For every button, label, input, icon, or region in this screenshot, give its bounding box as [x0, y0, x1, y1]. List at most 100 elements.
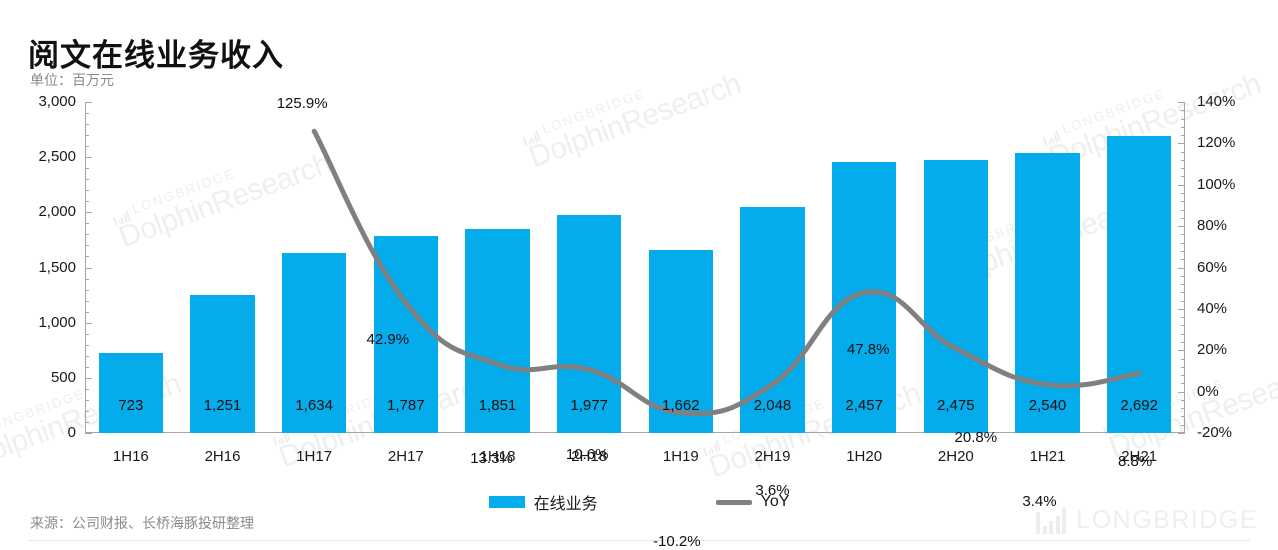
right-axis-tick-label: 80% — [1197, 217, 1228, 235]
axis-tick-minor — [85, 410, 89, 412]
axis-tick-major — [85, 157, 92, 159]
axis-tick-minor — [85, 388, 89, 390]
axis-tick-minor — [85, 234, 89, 236]
left-axis-tick-label: 1,500 — [38, 258, 76, 276]
chart-legend: 在线业务 YoY — [0, 490, 1278, 514]
axis-tick-major — [85, 433, 92, 434]
axis-tick-major — [1178, 102, 1185, 103]
axis-tick-minor — [1181, 201, 1185, 203]
axis-tick-minor — [85, 223, 89, 225]
left-axis-tick-label: 500 — [50, 368, 76, 386]
axis-tick-minor — [1181, 383, 1185, 385]
x-axis-tick-label: 1H19 — [662, 448, 699, 465]
chart-subtitle: 单位：百万元 — [30, 72, 114, 88]
right-axis-tick-label: 100% — [1197, 175, 1236, 193]
legend-item[interactable]: 在线业务 — [488, 490, 598, 514]
axis-tick-minor — [1181, 259, 1185, 261]
x-axis-tick-label: 1H17 — [296, 448, 333, 465]
axis-tick-minor — [85, 421, 89, 423]
right-axis-tick-label: -20% — [1197, 424, 1233, 441]
axis-tick-minor — [85, 289, 89, 291]
axis-tick-minor — [1181, 151, 1185, 153]
bar-value-label: 723 — [118, 397, 144, 414]
yoy-value-label: 3.4% — [1022, 492, 1057, 510]
yoy-value-label: 8.8% — [1118, 453, 1153, 471]
bar-value-label: 1,977 — [570, 397, 608, 414]
axis-tick-minor — [85, 124, 89, 126]
yoy-value-label: -10.2% — [653, 532, 701, 550]
axis-tick-minor — [1181, 250, 1185, 252]
axis-tick-minor — [1181, 275, 1185, 277]
right-axis-tick-label: 0% — [1197, 382, 1219, 400]
x-axis-tick-label: 2H17 — [387, 448, 424, 465]
bar-value-label: 2,048 — [753, 397, 792, 414]
bar-value-label: 1,851 — [478, 397, 517, 414]
legend-item[interactable]: YoY — [715, 493, 790, 511]
axis-tick-minor — [1181, 126, 1185, 128]
bar — [923, 159, 988, 433]
left-axis-tick-label: 2,000 — [38, 203, 76, 221]
axis-tick-minor — [1181, 358, 1185, 360]
axis-tick-minor — [85, 168, 89, 170]
axis-tick-minor — [85, 355, 89, 357]
axis-tick-minor — [1181, 168, 1185, 170]
axis-tick-minor — [1181, 193, 1185, 195]
axis-tick-minor — [85, 256, 89, 258]
yoy-value-label: 125.9% — [276, 95, 328, 113]
axis-tick-minor — [1181, 242, 1185, 244]
right-axis-tick-label: 20% — [1197, 341, 1228, 359]
axis-tick-minor — [1181, 300, 1185, 302]
axis-tick-major — [85, 377, 92, 379]
axis-tick-minor — [1181, 399, 1185, 401]
x-axis-tick-label: 1H20 — [846, 448, 883, 465]
axis-tick-minor — [1181, 292, 1185, 294]
longbridge-logo: LONGBRIDGE — [1036, 506, 1258, 535]
yoy-value-label: 47.8% — [846, 340, 890, 358]
axis-tick-major — [85, 322, 92, 324]
yoy-value-label: 3.6% — [755, 482, 790, 500]
axis-tick-minor — [85, 245, 89, 247]
yoy-value-label: 10.6% — [565, 445, 609, 463]
axis-tick-minor — [1181, 424, 1185, 426]
legend-bar-swatch-icon — [488, 496, 525, 508]
x-axis-tick-label: 2H21 — [1121, 448, 1158, 465]
bar-value-label: 1,662 — [662, 397, 700, 414]
legend-label: 在线业务 — [533, 496, 598, 513]
chart-title: 阅文在线业务收入 — [28, 38, 284, 73]
axis-tick-minor — [85, 135, 89, 137]
axis-tick-minor — [1181, 416, 1185, 418]
axis-tick-major — [1178, 226, 1185, 228]
axis-tick-minor — [1181, 375, 1185, 377]
x-axis-tick-label: 1H18 — [479, 448, 516, 465]
axis-tick-major — [1178, 267, 1185, 269]
source-note: 来源：公司财报、长桥海豚投研整理 — [30, 515, 254, 531]
bar — [1015, 152, 1080, 433]
axis-tick-minor — [1181, 325, 1185, 327]
axis-tick-minor — [85, 146, 89, 148]
x-axis-tick-label: 2H18 — [571, 448, 608, 465]
bar — [190, 294, 255, 433]
x-axis-tick-label: 2H16 — [204, 448, 241, 465]
axis-tick-minor — [1181, 135, 1185, 137]
axis-tick-minor — [1181, 366, 1185, 368]
axis-tick-minor — [1181, 284, 1185, 286]
bar-value-label: 2,457 — [845, 397, 883, 414]
bar — [1107, 135, 1172, 433]
bar-value-label: 1,251 — [203, 397, 242, 414]
footer-divider — [28, 540, 1250, 541]
legend-label: YoY — [760, 493, 790, 510]
bar-value-label: 2,475 — [937, 397, 975, 414]
right-axis-tick-label: 60% — [1197, 258, 1228, 276]
x-axis-tick-label: 2H20 — [937, 448, 974, 465]
axis-tick-minor — [85, 179, 89, 181]
x-axis-tick-label: 1H16 — [112, 448, 149, 465]
x-axis-tick-label: 1H21 — [1029, 448, 1066, 465]
axis-tick-minor — [85, 113, 89, 115]
yoy-value-label: 13.3% — [470, 450, 513, 468]
x-axis-line — [85, 432, 1185, 433]
axis-tick-minor — [85, 190, 89, 192]
axis-tick-minor — [85, 278, 89, 280]
axis-tick-minor — [1181, 176, 1185, 178]
axis-tick-minor — [85, 344, 89, 346]
bar-value-label: 1,634 — [295, 397, 333, 414]
